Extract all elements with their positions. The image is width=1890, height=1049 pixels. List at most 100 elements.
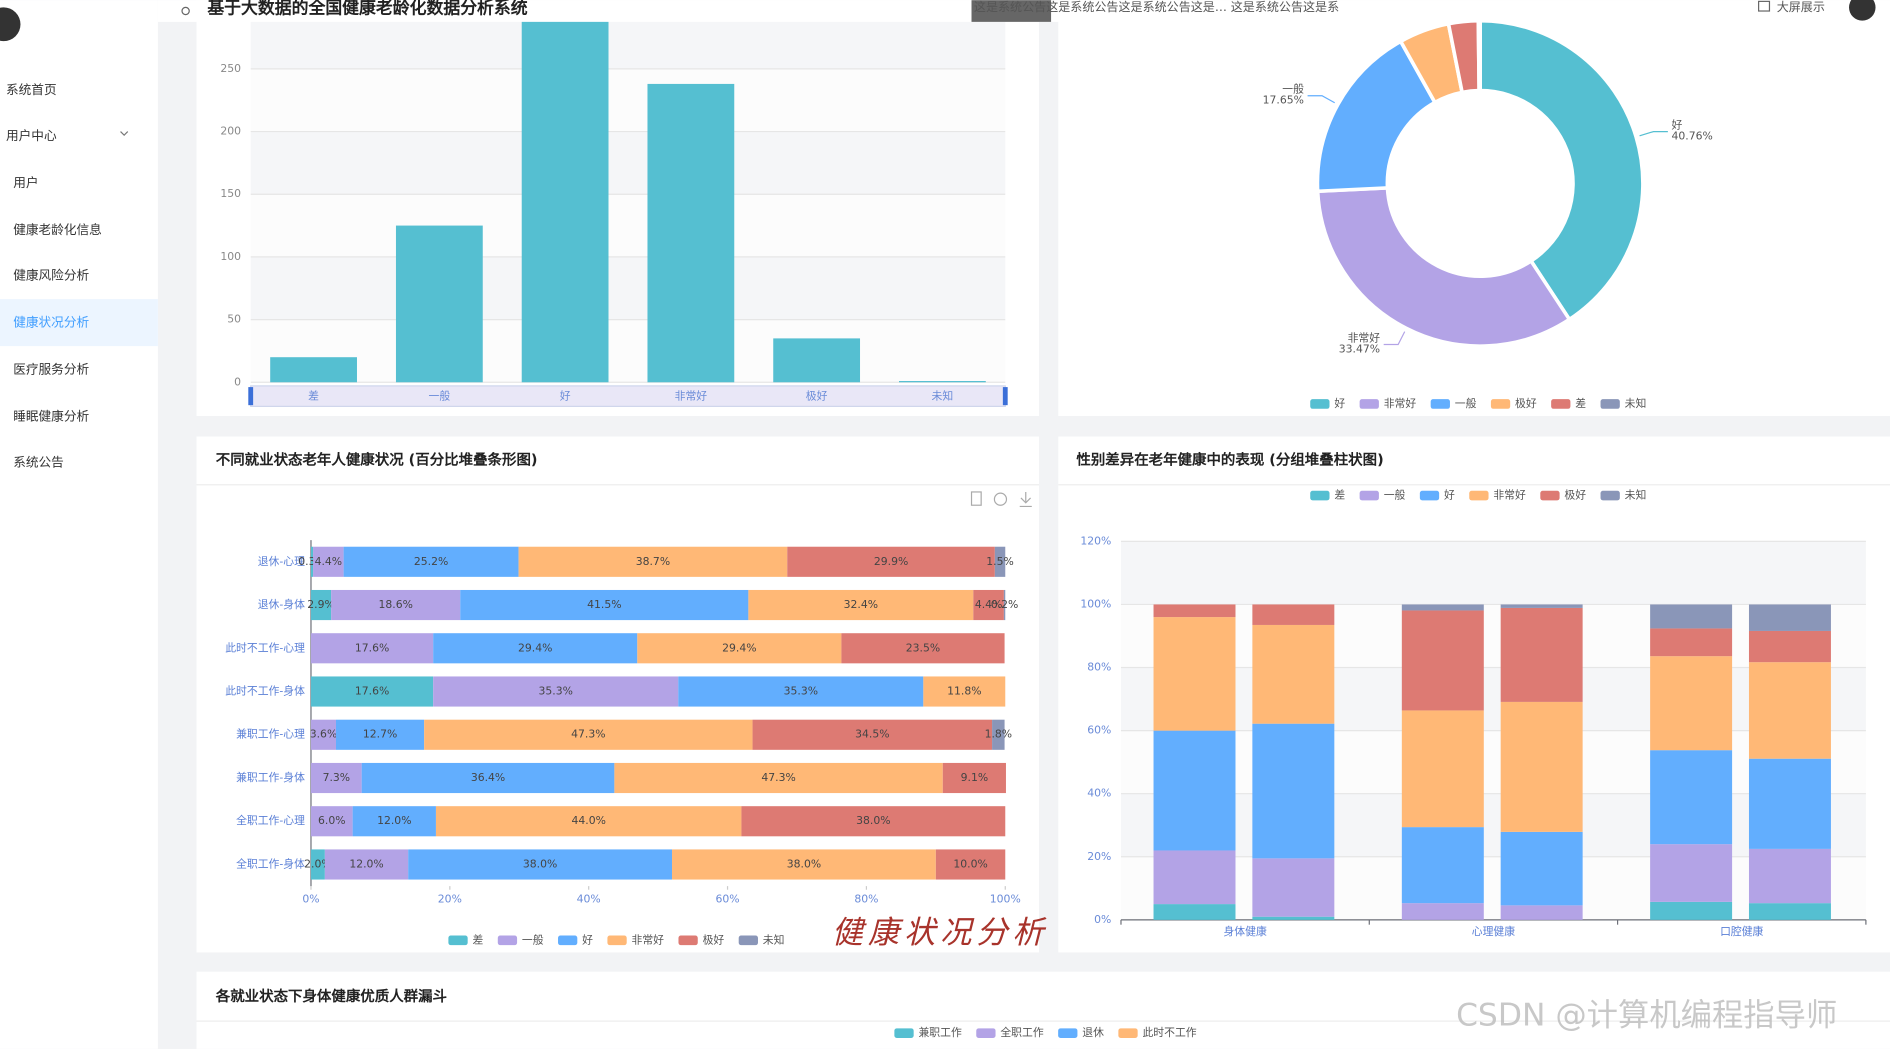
menu-item[interactable]: 健康风险分析 [13, 268, 89, 283]
bar-segment [1650, 628, 1733, 657]
menu-item[interactable]: 用户 [13, 175, 38, 190]
bar-segment [942, 762, 1006, 794]
bar-segment [435, 806, 742, 837]
card-title: 性别差异在老年健康中的表现 (分组堆叠柱状图) [1076, 451, 1383, 469]
bar-segment [935, 849, 1006, 880]
x-tick-label: 40% [577, 892, 601, 905]
bar-segment [1252, 723, 1335, 859]
menu-item[interactable]: 医疗服务分析 [13, 362, 89, 377]
value-label: 17.6% [355, 685, 389, 698]
bar-segment [460, 589, 749, 621]
value-label: 44.0% [571, 814, 605, 827]
legend-swatch [448, 935, 468, 946]
y-tick-label: 150 [220, 187, 241, 200]
tool-icon[interactable] [970, 491, 982, 506]
legend-label: 非常好 [632, 932, 665, 946]
bar-segment [1500, 701, 1583, 832]
value-label: 38.0% [787, 857, 821, 870]
x-tick-label: 口腔健康 [1720, 924, 1763, 938]
value-label: 9.1% [961, 771, 989, 784]
y-tick-label: 0% [1094, 913, 1111, 926]
value-label: 34.5% [855, 728, 889, 741]
bar-segment [994, 546, 1006, 577]
bar-segment [408, 849, 673, 880]
sidebar [0, 0, 158, 1049]
bar-segment [748, 589, 974, 621]
tool-icon[interactable] [1019, 491, 1032, 508]
legend-label: 极好 [703, 932, 725, 946]
bar-segment [424, 719, 753, 750]
tool-icon[interactable] [993, 492, 1008, 506]
bar-segment [1153, 850, 1236, 905]
legend-label: 此时不工作 [1142, 1026, 1196, 1039]
legend-swatch [1551, 399, 1571, 409]
legend-label: 非常好 [1384, 396, 1417, 410]
menu-active-bg [0, 299, 158, 347]
value-label: 29.9% [874, 555, 908, 568]
value-label: 36.4% [471, 771, 505, 784]
slice-label: 40.76% [1671, 129, 1712, 142]
bar-segment [1500, 607, 1583, 702]
menu-item[interactable]: 系统首页 [6, 82, 57, 97]
toolbox[interactable] [970, 491, 1032, 508]
x-tick-label: 100% [990, 892, 1021, 905]
menu-item[interactable]: 睡眠健康分析 [13, 409, 89, 424]
legend-label: 一般 [522, 933, 544, 946]
bar-segment [310, 762, 362, 794]
slice-name: 一般 [1282, 83, 1304, 96]
legend-swatch [1419, 490, 1440, 501]
value-label: 1.8% [985, 728, 1013, 741]
avatar[interactable] [1849, 0, 1876, 21]
menu-item[interactable]: 用户中心 [6, 128, 57, 143]
bar-segment [1153, 604, 1236, 618]
bar-segment [1748, 758, 1831, 849]
value-label: 7.3% [323, 771, 351, 784]
value-label: 4.4% [975, 598, 1003, 611]
screen-button[interactable]: 大屏展示 [1777, 0, 1825, 14]
menu-item[interactable]: 健康状况分析 [13, 315, 89, 330]
split-area [1120, 730, 1866, 794]
bar-segment [1650, 604, 1733, 629]
value-label: 6.0% [318, 814, 346, 827]
bar [270, 357, 357, 383]
legend-swatch [1540, 490, 1560, 501]
y-tick-label: 全职工作-心理 [236, 813, 305, 827]
x-tick-label: 20% [438, 892, 462, 905]
legend-label: 极好 [1515, 396, 1537, 410]
card-title: 不同就业状态老年人健康状况 (百分比堆叠条形图) [216, 451, 538, 469]
bar-segment [433, 676, 679, 707]
bar-segment [310, 849, 325, 880]
bar-segment [1748, 848, 1831, 904]
legend-label: 全职工作 [1000, 1025, 1043, 1039]
legend-swatch [1359, 399, 1379, 409]
legend-swatch [1600, 399, 1620, 409]
screen-icon[interactable] [1758, 0, 1771, 12]
bar [898, 381, 986, 383]
bar-segment [841, 633, 1005, 664]
legend-swatch [1469, 490, 1489, 501]
x-tick-label: 80% [854, 892, 878, 905]
legend-swatch [607, 935, 627, 946]
value-label: 47.3% [571, 728, 605, 741]
bar [773, 338, 861, 383]
toggle-icon[interactable] [181, 6, 190, 16]
value-label: 1.5% [986, 555, 1014, 568]
legend-swatch [1118, 1028, 1138, 1038]
bar-segment [310, 719, 336, 750]
y-tick-label: 退休-心理 [258, 555, 305, 568]
bar-segment [1650, 656, 1733, 751]
legend-label: 极好 [1564, 488, 1586, 502]
value-label: 10.0% [953, 857, 987, 870]
bar-segment [1153, 730, 1236, 851]
value-label: 38.0% [856, 814, 890, 827]
bar-segment [672, 849, 936, 880]
value-label: 29.4% [518, 641, 552, 654]
menu-arrow[interactable] [120, 131, 129, 137]
menu-item[interactable]: 健康老龄化信息 [13, 222, 102, 237]
value-label: 2.9% [307, 598, 335, 611]
value-label: 41.5% [587, 598, 621, 611]
value-label: 3.6% [310, 728, 338, 741]
menu-item[interactable]: 系统公告 [13, 455, 64, 470]
bar-segment [324, 849, 409, 880]
